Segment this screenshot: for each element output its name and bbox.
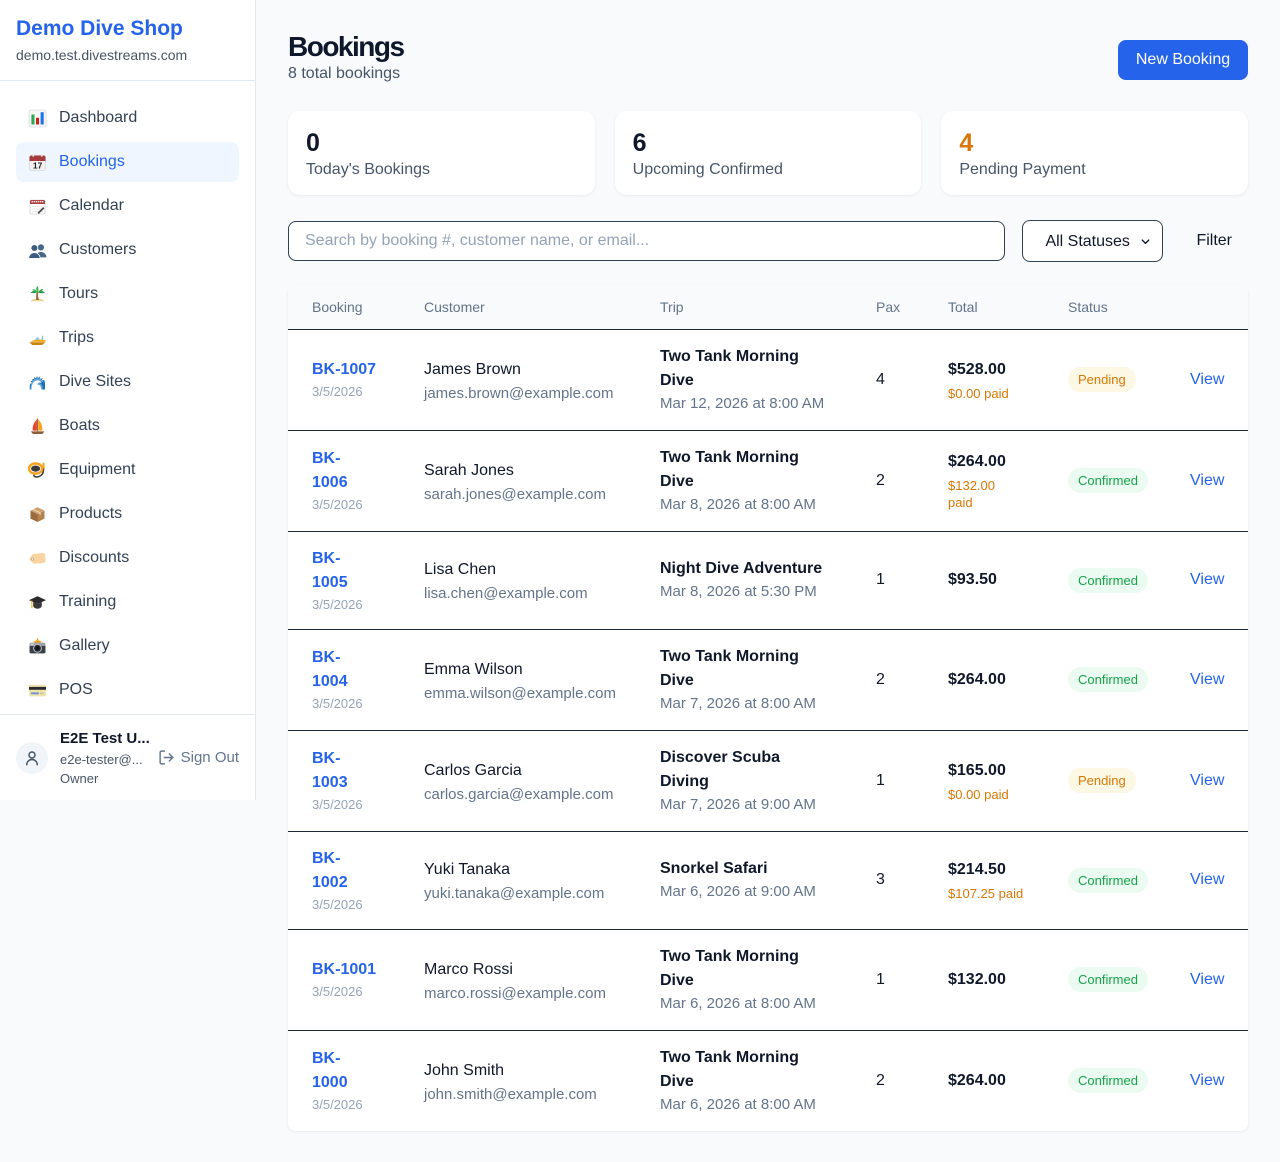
svg-text:17: 17 (33, 160, 43, 170)
